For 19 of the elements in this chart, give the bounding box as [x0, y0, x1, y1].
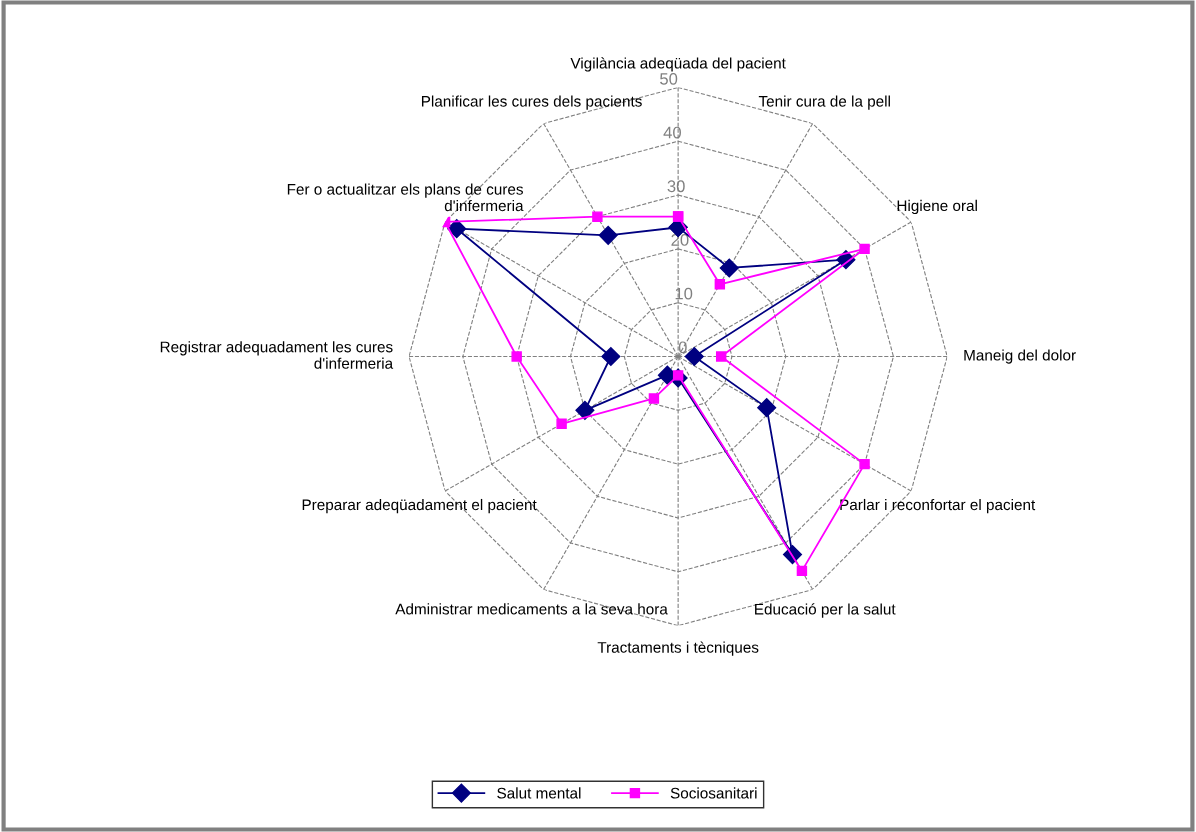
spoke-label: Administrar medicaments a la seva hora [395, 603, 668, 615]
y-tick-label: 40 [663, 126, 681, 139]
spoke-label: Fer o actualitzar els plans de cures d'infermeria [287, 183, 524, 212]
spoke-label: Parlar i reconfortar el pacient [840, 498, 1036, 514]
spoke-label: Preparar adeqüadament el pacient [302, 498, 537, 514]
legend-label: Sociosanitari [670, 787, 757, 799]
y-tick-label: 30 [667, 180, 685, 193]
y-tick-label: 10 [675, 287, 693, 300]
legend-label: Salut mental [497, 787, 581, 799]
y-tick-label: 0 [678, 341, 687, 354]
spoke-label: Vigilància adeqüada del pacient [570, 57, 786, 72]
spoke-label: Tractaments i tècniques [597, 641, 759, 656]
spoke-label: Planificar les cures dels pacients [421, 95, 642, 110]
spoke-label: Tenir cura de la pell [758, 95, 890, 110]
spoke-label: Maneig del dolor [964, 349, 1076, 364]
spoke-label: Educació per la salut [755, 603, 896, 618]
spoke-label: Higiene oral [897, 199, 977, 215]
y-tick-label: 50 [660, 72, 678, 85]
spoke-label: Registrar adequadament les cures d'infermeria [160, 341, 394, 369]
